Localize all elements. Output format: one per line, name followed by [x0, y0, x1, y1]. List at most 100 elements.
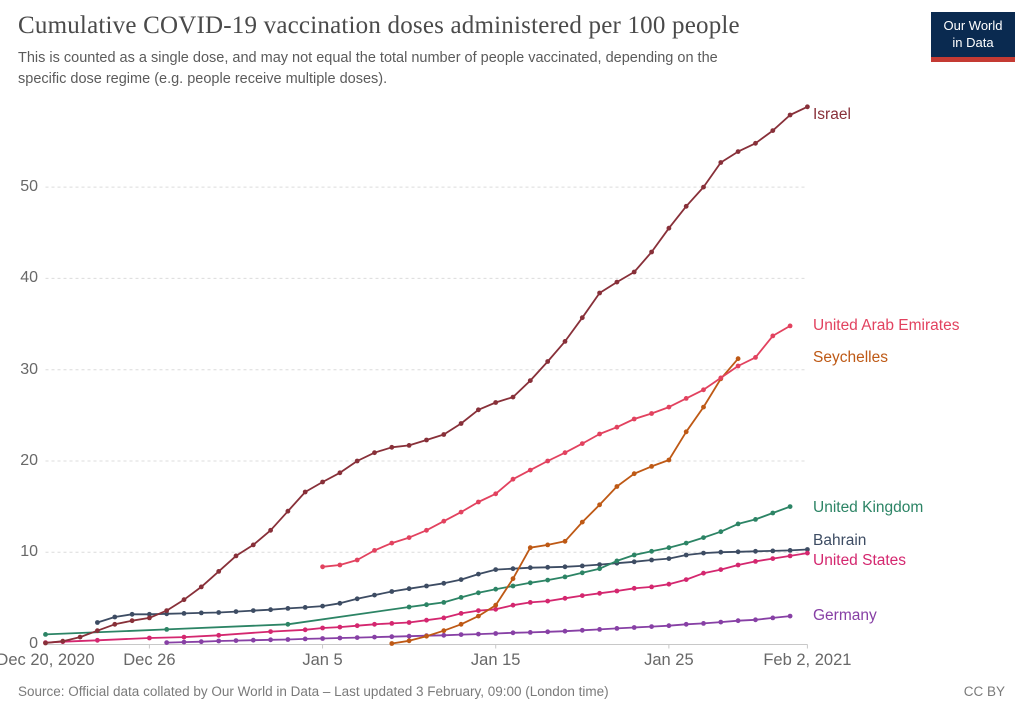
- x-axis-tick-label: Feb 2, 2021: [763, 651, 852, 669]
- data-point-united-kingdom: [753, 517, 758, 522]
- data-point-united-kingdom: [43, 632, 48, 637]
- series-label-germany[interactable]: Germany: [813, 607, 877, 625]
- series-label-bahrain[interactable]: Bahrain: [813, 532, 867, 550]
- data-point-united-kingdom: [770, 510, 776, 516]
- data-point-united-states: [406, 620, 412, 625]
- data-point-seychelles: [683, 429, 689, 435]
- series-label-seychelles[interactable]: Seychelles: [813, 348, 888, 366]
- data-point-germany: [718, 619, 724, 625]
- data-point-bahrain: [666, 556, 672, 561]
- data-point-israel: [337, 470, 343, 476]
- data-point-united-states: [614, 588, 620, 594]
- data-point-united-states: [545, 598, 551, 604]
- data-point-united-states: [354, 623, 360, 629]
- data-point-germany: [372, 634, 377, 640]
- data-point-germany: [493, 631, 499, 636]
- series-line-germany: [165, 615, 791, 644]
- data-point-israel: [354, 458, 360, 464]
- data-point-israel: [372, 450, 377, 456]
- data-point-bahrain: [718, 549, 724, 555]
- data-point-seychelles: [614, 484, 620, 489]
- series-line-united-kingdom: [44, 505, 791, 636]
- data-point-bahrain: [147, 611, 152, 617]
- data-point-seychelles: [406, 638, 412, 644]
- data-point-israel: [597, 290, 602, 296]
- license-link[interactable]: CC BY: [963, 684, 1005, 699]
- data-point-germany: [753, 617, 758, 623]
- data-point-israel: [406, 443, 412, 448]
- source-note: Source: Official data collated by Our Wo…: [18, 684, 609, 699]
- data-point-united-states: [181, 634, 187, 640]
- data-point-bahrain: [476, 571, 481, 577]
- data-point-germany: [164, 640, 170, 645]
- y-axis-tick-label: 10: [20, 543, 38, 561]
- data-point-germany: [666, 623, 672, 629]
- data-point-seychelles: [597, 502, 602, 508]
- data-point-germany: [198, 639, 204, 645]
- chart-title: Cumulative COVID-19 vaccination doses ad…: [18, 12, 740, 39]
- data-point-united-states: [424, 617, 429, 623]
- series-line-bahrain: [96, 548, 809, 624]
- data-point-israel: [198, 584, 204, 590]
- data-point-united-arab-emirates: [354, 557, 360, 563]
- series-label-united-states[interactable]: United States: [813, 552, 907, 570]
- data-point-israel: [476, 407, 481, 413]
- data-point-united-states: [770, 556, 776, 561]
- data-point-bahrain: [95, 620, 100, 625]
- data-point-germany: [354, 635, 360, 640]
- data-point-united-states: [337, 624, 343, 630]
- data-point-united-states: [493, 606, 499, 612]
- data-point-bahrain: [181, 611, 187, 616]
- data-point-bahrain: [198, 610, 204, 616]
- data-point-israel: [268, 527, 273, 533]
- data-point-israel: [579, 315, 585, 321]
- data-point-bahrain: [805, 547, 810, 552]
- data-point-united-kingdom: [406, 604, 412, 610]
- data-point-united-states: [302, 627, 308, 633]
- data-point-united-arab-emirates: [441, 518, 447, 524]
- series-label-israel[interactable]: Israel: [813, 105, 851, 123]
- data-point-bahrain: [562, 564, 568, 570]
- data-point-germany: [458, 632, 464, 637]
- x-axis-tick-label: Dec 20, 2020: [0, 651, 95, 669]
- data-point-bahrain: [787, 548, 793, 553]
- data-point-seychelles: [666, 457, 672, 463]
- owid-logo[interactable]: Our World in Data: [931, 12, 1015, 62]
- data-point-united-states: [649, 584, 654, 590]
- data-point-united-arab-emirates: [320, 564, 325, 570]
- data-point-germany: [735, 618, 741, 624]
- data-point-united-kingdom: [631, 552, 637, 558]
- data-point-united-states: [666, 581, 672, 587]
- data-point-germany: [770, 615, 776, 621]
- data-point-israel: [649, 249, 654, 255]
- data-point-united-kingdom: [285, 621, 291, 627]
- data-point-united-states: [458, 611, 464, 616]
- y-axis-tick-label: 40: [20, 269, 38, 287]
- data-point-israel: [753, 140, 758, 146]
- data-point-germany: [510, 630, 516, 636]
- data-point-united-arab-emirates: [510, 476, 516, 482]
- data-point-germany: [233, 638, 239, 643]
- series-label-united-kingdom[interactable]: United Kingdom: [813, 498, 924, 516]
- data-point-israel: [147, 615, 152, 621]
- data-point-germany: [631, 625, 637, 630]
- data-point-bahrain: [389, 589, 395, 594]
- data-point-united-states: [701, 570, 706, 576]
- series-label-united-arab-emirates[interactable]: United Arab Emirates: [813, 316, 960, 334]
- data-point-united-arab-emirates: [614, 424, 620, 430]
- data-point-seychelles: [389, 641, 395, 646]
- data-point-israel: [701, 184, 706, 190]
- data-point-united-kingdom: [718, 529, 724, 535]
- data-point-germany: [406, 633, 412, 639]
- data-point-united-arab-emirates: [666, 404, 672, 410]
- data-point-united-kingdom: [441, 600, 447, 605]
- x-axis-tick-label: Jan 25: [644, 651, 694, 669]
- data-point-united-arab-emirates: [597, 431, 602, 437]
- data-point-united-kingdom: [787, 504, 793, 509]
- data-point-israel: [302, 489, 308, 495]
- data-point-israel: [666, 225, 672, 231]
- data-point-united-kingdom: [735, 521, 741, 527]
- data-point-israel: [441, 432, 447, 437]
